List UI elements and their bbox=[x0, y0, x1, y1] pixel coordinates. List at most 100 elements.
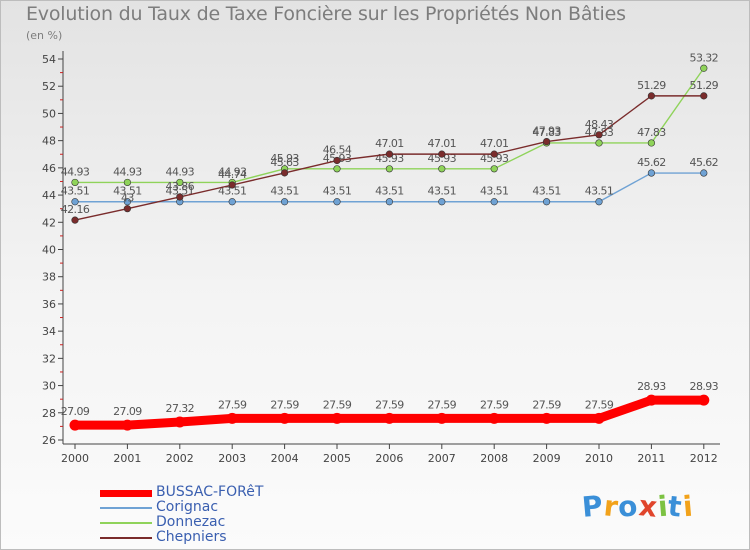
data-point bbox=[228, 181, 236, 189]
data-point bbox=[438, 165, 446, 173]
data-point bbox=[700, 92, 708, 100]
data-point bbox=[698, 394, 710, 406]
data-point bbox=[490, 198, 498, 206]
legend-swatch bbox=[100, 522, 152, 524]
data-point bbox=[69, 419, 81, 431]
data-label: 46.54 bbox=[323, 144, 352, 157]
y-tick-label: 40 bbox=[42, 244, 56, 257]
data-label: 27.32 bbox=[166, 402, 195, 415]
data-label: 43.51 bbox=[480, 185, 509, 198]
data-label: 44.93 bbox=[166, 165, 195, 178]
data-label: 43.51 bbox=[166, 185, 195, 198]
data-label: 47.01 bbox=[428, 137, 457, 150]
data-point bbox=[647, 139, 656, 147]
data-point bbox=[123, 198, 131, 206]
data-label: 43.51 bbox=[323, 185, 352, 198]
data-label: 42.16 bbox=[61, 203, 90, 216]
x-tick-label: 2002 bbox=[166, 452, 194, 465]
data-label: 27.59 bbox=[532, 398, 561, 411]
data-point bbox=[71, 198, 79, 206]
y-unit-label: (en %) bbox=[26, 29, 63, 42]
legend-swatch bbox=[100, 537, 152, 539]
data-label: 27.59 bbox=[375, 398, 404, 411]
data-label: 53.32 bbox=[690, 51, 719, 64]
legend-label: Corignac bbox=[156, 499, 219, 515]
y-tick-label: 32 bbox=[42, 352, 56, 365]
data-label: 45.63 bbox=[270, 156, 299, 169]
x-tick-label: 2010 bbox=[585, 452, 613, 465]
data-label: 51.29 bbox=[637, 79, 666, 92]
data-label: 45.62 bbox=[637, 156, 666, 169]
y-tick-label: 42 bbox=[42, 216, 56, 229]
data-label: 43 bbox=[121, 192, 134, 205]
x-tick-label: 2009 bbox=[533, 452, 561, 465]
x-tick-label: 2005 bbox=[323, 452, 351, 465]
y-tick-label: 34 bbox=[42, 325, 56, 338]
data-point bbox=[174, 416, 186, 428]
data-point bbox=[647, 169, 656, 177]
data-label: 44.93 bbox=[113, 165, 142, 178]
data-point bbox=[595, 131, 603, 139]
data-point bbox=[123, 205, 131, 213]
data-point bbox=[176, 193, 184, 201]
data-point bbox=[438, 198, 446, 206]
data-point bbox=[488, 412, 500, 424]
legend-label: Chepniers bbox=[156, 529, 227, 545]
data-point bbox=[541, 412, 553, 424]
y-tick-label: 36 bbox=[42, 298, 56, 311]
data-label: 43.51 bbox=[218, 185, 247, 198]
data-label: 45.93 bbox=[270, 152, 299, 165]
data-point bbox=[333, 165, 341, 173]
data-label: 27.59 bbox=[218, 398, 247, 411]
x-tick-label: 2004 bbox=[271, 452, 299, 465]
data-point bbox=[595, 198, 603, 206]
x-tick-label: 2011 bbox=[637, 452, 665, 465]
data-label: 43.51 bbox=[585, 185, 614, 198]
data-point bbox=[226, 412, 238, 424]
data-label: 27.59 bbox=[323, 398, 352, 411]
data-label: 47.93 bbox=[532, 125, 561, 138]
data-point bbox=[331, 412, 343, 424]
data-point bbox=[228, 198, 236, 206]
data-label: 48.43 bbox=[585, 118, 614, 131]
data-label: 43.51 bbox=[61, 185, 90, 198]
data-label: 47.01 bbox=[375, 137, 404, 150]
data-label: 47.83 bbox=[637, 126, 666, 139]
x-tick-label: 2008 bbox=[480, 452, 508, 465]
data-point bbox=[700, 169, 708, 177]
data-point bbox=[436, 412, 448, 424]
data-label: 27.09 bbox=[113, 405, 142, 418]
x-tick-label: 2012 bbox=[690, 452, 718, 465]
x-tick-label: 2003 bbox=[218, 452, 246, 465]
data-label: 43.51 bbox=[532, 185, 561, 198]
data-point bbox=[593, 412, 605, 424]
data-point bbox=[281, 169, 289, 177]
proxiti-logo: Proxiti bbox=[580, 489, 695, 524]
data-label: 45.93 bbox=[428, 152, 457, 165]
legend-swatch bbox=[100, 507, 152, 509]
data-label: 45.93 bbox=[480, 152, 509, 165]
data-point bbox=[71, 178, 79, 187]
y-tick-label: 28 bbox=[42, 407, 56, 420]
data-label: 43.51 bbox=[428, 185, 457, 198]
data-point bbox=[542, 137, 551, 146]
data-point bbox=[281, 198, 289, 206]
data-label: 51.29 bbox=[690, 79, 719, 92]
data-point bbox=[333, 156, 341, 165]
y-tick-label: 54 bbox=[42, 53, 56, 66]
x-tick-label: 2006 bbox=[375, 452, 403, 465]
y-tick-label: 48 bbox=[42, 135, 56, 148]
y-tick-label: 46 bbox=[42, 162, 56, 175]
data-point bbox=[542, 198, 551, 206]
data-point bbox=[438, 150, 446, 158]
data-label: 28.93 bbox=[690, 380, 719, 393]
data-label: 47.01 bbox=[480, 137, 509, 150]
data-point bbox=[121, 419, 133, 431]
data-label: 44.93 bbox=[61, 165, 90, 178]
data-label: 43.51 bbox=[113, 185, 142, 198]
data-point bbox=[595, 139, 603, 147]
y-tick-label: 30 bbox=[42, 380, 56, 393]
y-tick-label: 50 bbox=[42, 107, 56, 120]
data-label: 43.51 bbox=[270, 185, 299, 198]
